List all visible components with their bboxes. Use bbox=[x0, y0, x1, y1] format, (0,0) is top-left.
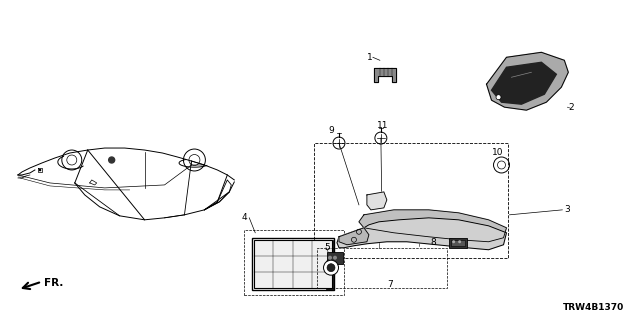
Bar bbox=[317, 248, 447, 288]
Circle shape bbox=[327, 264, 335, 272]
Bar bbox=[314, 143, 509, 258]
Circle shape bbox=[328, 256, 332, 260]
Text: 7: 7 bbox=[387, 280, 392, 289]
Polygon shape bbox=[374, 68, 396, 82]
Polygon shape bbox=[492, 62, 556, 104]
Bar bbox=[449, 238, 467, 248]
Polygon shape bbox=[339, 228, 369, 245]
Polygon shape bbox=[367, 192, 387, 210]
Circle shape bbox=[452, 240, 455, 243]
Bar bbox=[327, 252, 343, 264]
Circle shape bbox=[496, 95, 501, 100]
Text: 3: 3 bbox=[564, 205, 570, 214]
Polygon shape bbox=[337, 218, 506, 250]
Circle shape bbox=[458, 240, 461, 243]
Polygon shape bbox=[486, 52, 568, 110]
Text: 11: 11 bbox=[377, 121, 388, 130]
Text: 8: 8 bbox=[431, 238, 436, 247]
Bar bbox=[326, 240, 334, 290]
Circle shape bbox=[109, 157, 115, 163]
Bar bbox=[254, 240, 332, 288]
Text: 1: 1 bbox=[367, 53, 372, 62]
Text: 10: 10 bbox=[492, 148, 503, 156]
Bar bbox=[451, 240, 465, 246]
Text: 9: 9 bbox=[328, 125, 334, 135]
Bar bbox=[244, 230, 344, 295]
Text: FR.: FR. bbox=[44, 278, 63, 288]
Circle shape bbox=[333, 256, 337, 260]
Bar bbox=[39, 169, 41, 171]
Circle shape bbox=[493, 157, 509, 173]
Text: 6: 6 bbox=[324, 260, 330, 269]
Text: 5: 5 bbox=[324, 243, 330, 252]
Polygon shape bbox=[359, 210, 506, 242]
Circle shape bbox=[324, 260, 339, 275]
Text: TRW4B1370: TRW4B1370 bbox=[563, 303, 625, 312]
Bar bbox=[252, 238, 334, 290]
Text: 2: 2 bbox=[568, 103, 574, 112]
Text: 4: 4 bbox=[241, 213, 247, 222]
